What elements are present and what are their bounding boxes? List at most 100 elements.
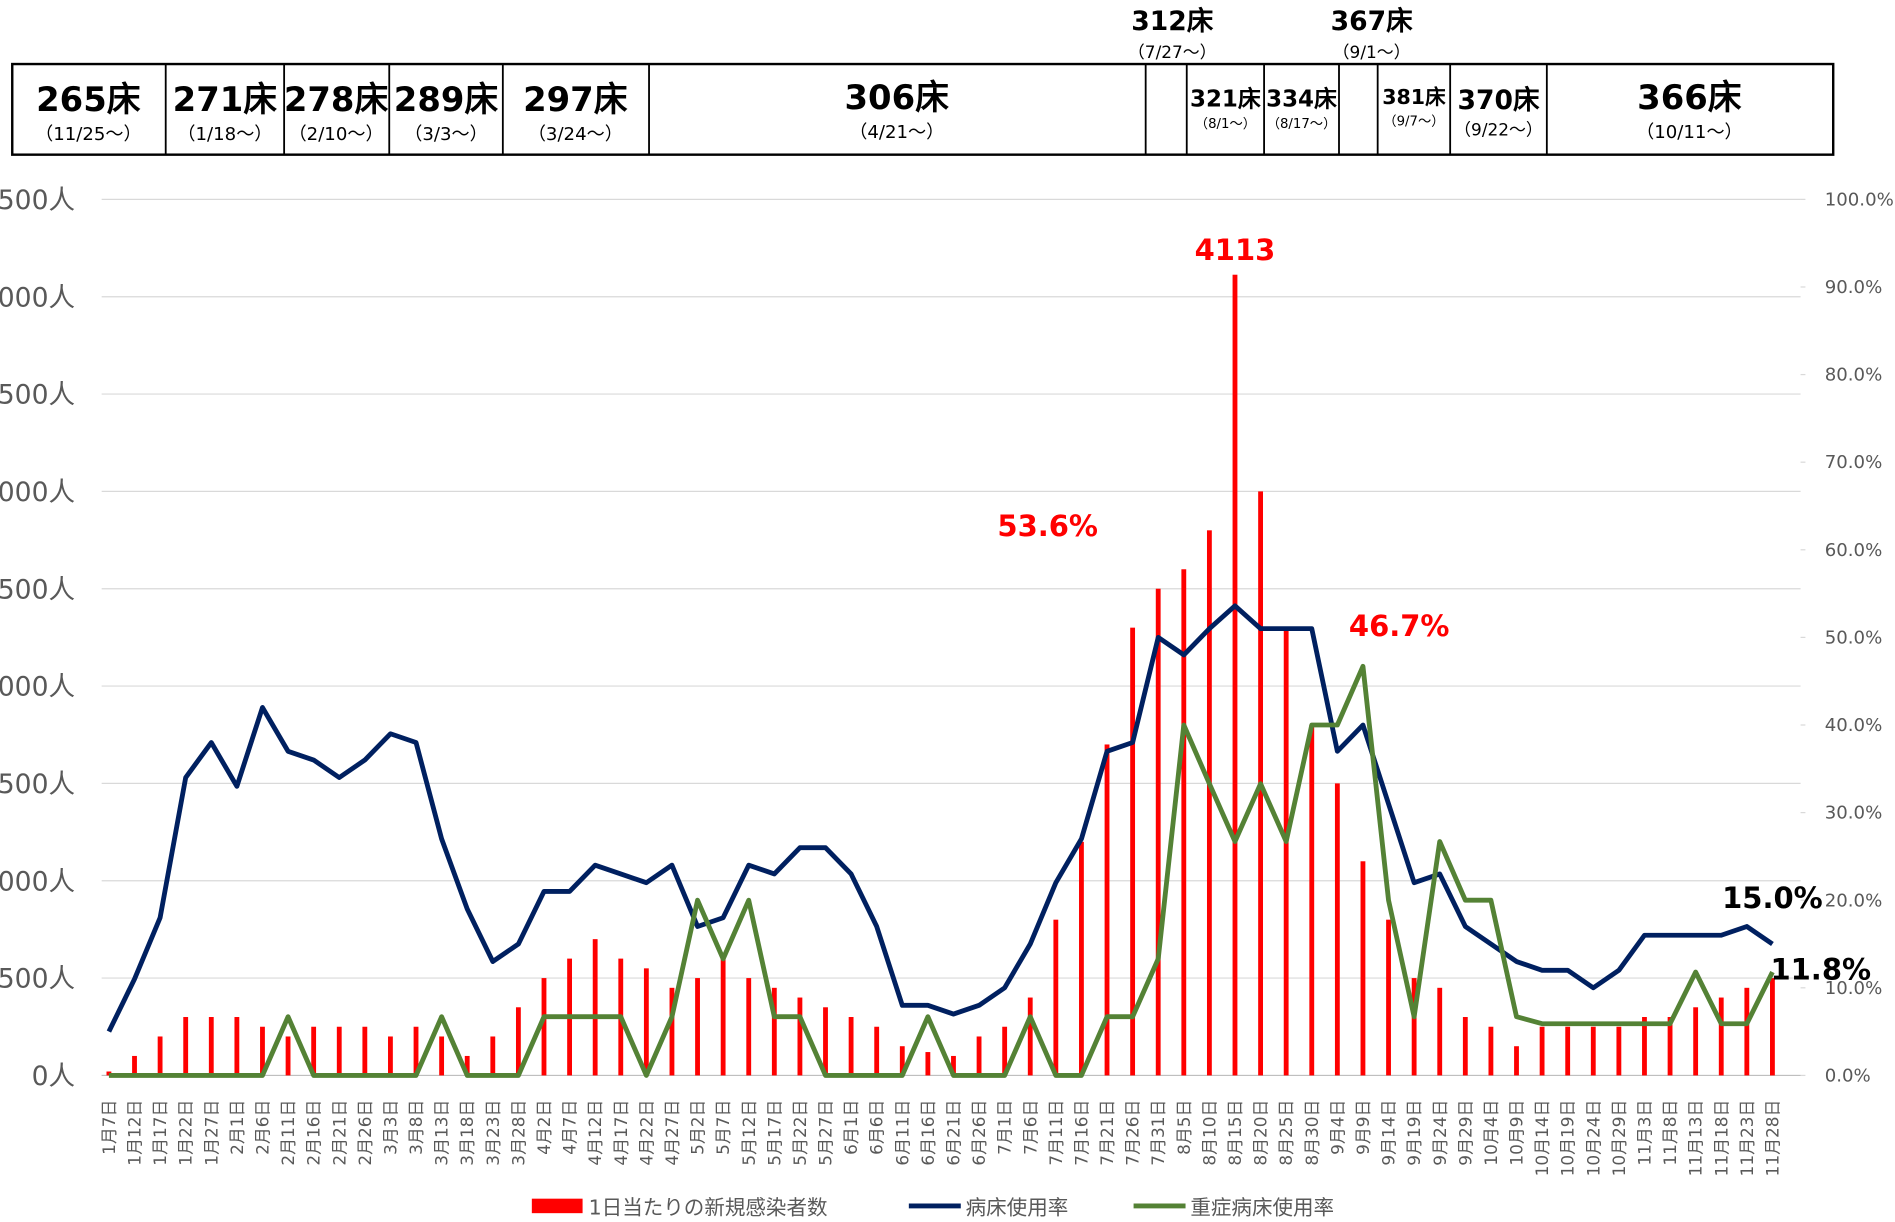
bar: [260, 1026, 265, 1076]
x-tick-label: 3月23日: [483, 1100, 503, 1166]
bar: [132, 1055, 137, 1076]
x-tick-label: 7月1日: [995, 1100, 1015, 1155]
bar: [157, 1036, 163, 1076]
y2-tick-label: 40.0%: [1825, 715, 1883, 736]
bar: [541, 978, 547, 1076]
bar: [1411, 978, 1417, 1076]
bar: [1283, 627, 1289, 1076]
x-tick-label: 7月16日: [1071, 1100, 1091, 1166]
y-tick-label: 4,500人: [0, 185, 75, 216]
data-label: 4113: [1195, 233, 1276, 267]
x-tick-label: 4月27日: [662, 1100, 682, 1166]
bed-since: （9/22～）: [1454, 119, 1543, 139]
x-tick-label: 8月15日: [1225, 1100, 1245, 1166]
x-tick-label: 4月17日: [611, 1100, 631, 1166]
bed-since: （8/1～）: [1195, 117, 1256, 132]
x-tick-label: 5月27日: [816, 1100, 836, 1166]
x-tick-label: 8月25日: [1276, 1100, 1296, 1166]
y-tick-label: 4,000人: [0, 282, 75, 313]
x-tick-label: 1月27日: [201, 1100, 221, 1166]
bar: [1053, 919, 1059, 1076]
bar: [1027, 997, 1033, 1076]
bar: [848, 1017, 854, 1076]
bed-count: 312床: [1131, 6, 1213, 37]
bar: [1718, 997, 1724, 1076]
x-tick-label: 8月30日: [1302, 1100, 1322, 1166]
table-dividers: [164, 64, 1548, 155]
x-tick-label: 7月6日: [1020, 1100, 1040, 1155]
bed-count: 306床: [845, 78, 950, 117]
x-tick-label: 6月6日: [867, 1100, 887, 1155]
x-tick-label: 6月26日: [969, 1100, 989, 1166]
bar: [1309, 725, 1315, 1076]
x-tick-label: 11月8日: [1660, 1100, 1680, 1166]
bar: [1206, 530, 1212, 1076]
bar: [311, 1026, 317, 1076]
bar: [1334, 783, 1340, 1076]
x-tick-label: 5月7日: [713, 1100, 733, 1155]
bar: [1232, 274, 1238, 1076]
x-tick-label: 6月11日: [892, 1100, 912, 1166]
bar: [413, 1026, 419, 1076]
x-tick-label: 5月12日: [739, 1100, 759, 1166]
bar: [234, 1017, 240, 1076]
y-tick-label: 2,500人: [0, 574, 75, 605]
bar: [976, 1036, 982, 1076]
bed-count: 334床: [1266, 85, 1337, 112]
bar: [874, 1026, 880, 1076]
y2-tick-label: 60.0%: [1825, 540, 1883, 561]
line: [106, 603, 1774, 1033]
data-label: 11.8%: [1770, 952, 1871, 986]
x-tick-label: 4月2日: [534, 1100, 554, 1155]
bed-table: [11, 62, 1835, 156]
table-border: [11, 62, 1835, 156]
bed-since: （4/21～）: [849, 122, 944, 143]
legend-label: 重症病床使用率: [1190, 1195, 1334, 1218]
x-tick-label: 6月1日: [841, 1100, 861, 1155]
bed-count: 289床: [394, 80, 499, 119]
bar: [1181, 569, 1187, 1076]
bar: [1770, 978, 1775, 1076]
bar: [695, 978, 700, 1076]
x-tick-label: 2月1日: [227, 1100, 247, 1155]
legend-label: 1日当たりの新規感染者数: [589, 1195, 828, 1218]
bar: [1104, 744, 1110, 1076]
bar: [1386, 919, 1391, 1076]
line: [108, 663, 1775, 1078]
legend-swatch: [531, 1198, 583, 1214]
bar: [362, 1026, 368, 1076]
bar: [388, 1036, 393, 1076]
bed-count: 278床: [284, 80, 389, 119]
bar: [1616, 1026, 1622, 1076]
bar: [1744, 987, 1750, 1076]
x-tick-label: 3月3日: [380, 1100, 400, 1155]
bar: [1437, 987, 1443, 1076]
bed-count: 370床: [1457, 85, 1539, 116]
bed-since: （2/10～）: [289, 124, 384, 145]
bar: [1565, 1026, 1571, 1076]
bed-count: 297床: [523, 80, 628, 119]
bar: [1693, 1007, 1699, 1076]
y2-tick-label: 80.0%: [1825, 365, 1883, 386]
x-tick-label: 7月21日: [1097, 1100, 1117, 1166]
x-tick-label: 10月29日: [1609, 1100, 1629, 1177]
bed-since: （1/18～）: [177, 124, 272, 145]
data-label: 53.6%: [997, 509, 1098, 543]
bed-since: （3/24～）: [528, 124, 623, 145]
bar: [285, 1036, 291, 1076]
y2-tick-label: 50.0%: [1825, 627, 1883, 648]
x-tick-label: 9月9日: [1353, 1100, 1373, 1155]
bar: [1667, 1017, 1673, 1076]
x-tick-label: 2月6日: [253, 1100, 273, 1155]
data-label: 15.0%: [1722, 881, 1823, 915]
x-tick-label: 4月12日: [585, 1100, 605, 1166]
bed-since: （8/17～）: [1267, 117, 1337, 132]
x-tick-label: 2月11日: [278, 1100, 298, 1166]
y2-tick-label: 10.0%: [1825, 978, 1883, 999]
bed-count: 366床: [1637, 78, 1742, 117]
x-tick-label: 5月22日: [790, 1100, 810, 1166]
x-tick-label: 1月22日: [176, 1100, 196, 1166]
bar: [1079, 841, 1084, 1076]
x-tick-label: 6月21日: [944, 1100, 964, 1166]
bed-since: （10/11～）: [1636, 122, 1743, 143]
